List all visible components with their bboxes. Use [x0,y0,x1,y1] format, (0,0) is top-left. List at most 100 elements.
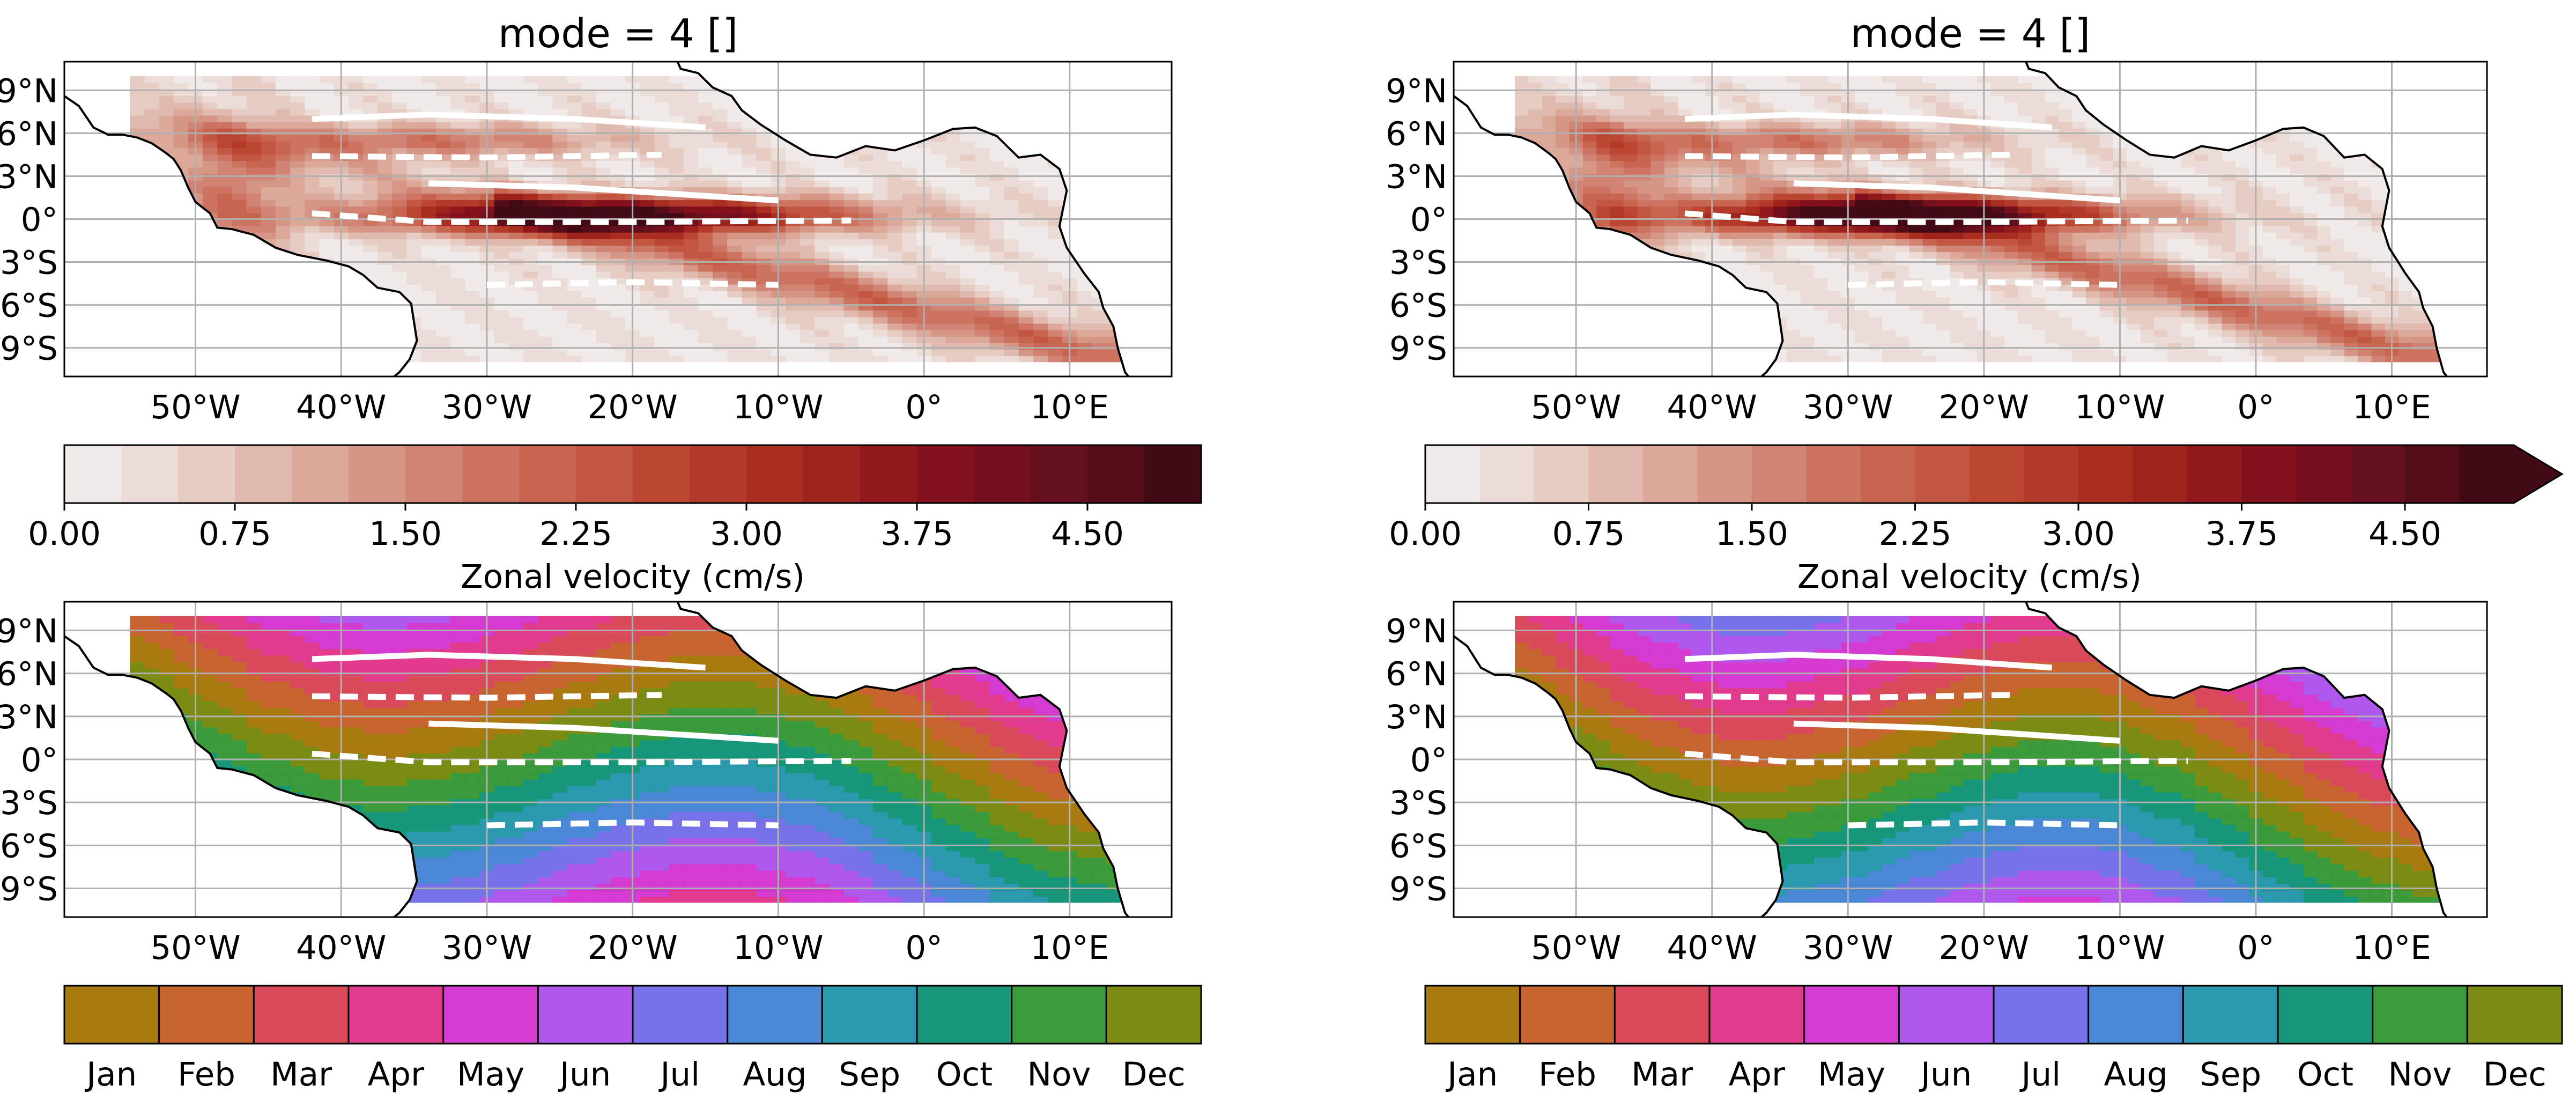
field-cell [1048,329,1063,337]
field-cell [1664,193,1679,201]
field-cell [756,290,772,298]
field-cell [2018,147,2032,155]
field-cell [319,76,335,83]
field-cell [377,134,393,142]
field-cell [1004,245,1019,253]
field-cell [596,193,611,201]
field-cell [581,264,597,272]
field-cell [2059,356,2073,363]
field-cell [348,76,364,83]
field-cell [523,329,539,337]
field-cell [319,245,335,253]
field-cell [610,323,626,330]
field-cell [1033,336,1049,343]
field-cell [319,200,335,207]
field-cell [508,232,524,239]
field-cell [1990,141,2005,149]
field-cell [494,76,509,83]
field-cell [1854,336,1869,343]
field-cell [1936,356,1951,363]
field-cell [815,329,830,337]
field-cell [1909,134,1923,142]
field-cell [1800,121,1815,129]
field-cell [1691,108,1706,116]
field-cell [1882,316,1897,324]
field-cell [567,323,582,330]
field-cell [465,264,480,272]
field-cell [1882,336,1897,343]
field-cell [610,329,626,337]
field-cell [1787,212,1801,220]
field-cell [683,141,699,149]
field-cell [1800,336,1815,343]
field-cell [538,212,553,220]
field-cell [1882,108,1897,116]
field-cell [1800,297,1815,305]
field-cell [843,323,859,330]
y-tick-label: 6°N [0,115,58,153]
field-cell [596,173,611,181]
field-cell [305,102,320,109]
field-cell [1719,252,1733,259]
field-cell [1610,186,1624,194]
field-cell [581,206,597,213]
field-cell [1868,147,1883,155]
field-cell [610,238,626,246]
field-cell [727,212,743,220]
field-cell [217,134,233,142]
field-cell [1896,356,1910,363]
field-cell [567,316,582,324]
field-cell [872,206,889,213]
field-cell [1854,167,1869,174]
field-cell [742,290,757,298]
field-cell [1759,277,1774,285]
field-cell [377,193,393,201]
field-cell [406,193,422,201]
field-cell [494,252,509,259]
field-cell [1691,102,1706,109]
field-cell [1868,212,1883,220]
field-cell [552,264,568,272]
field-cell [1004,252,1019,259]
field-cell [1542,134,1557,142]
field-cell [902,206,917,213]
field-cell [1896,212,1910,220]
field-cell [2031,212,2046,220]
panel-title: mode = 4 [] [498,11,738,57]
field-cell [1854,134,1869,142]
field-cell [713,147,728,155]
field-cell [1091,329,1107,337]
field-cell [1018,225,1034,233]
field-cell [1868,264,1883,272]
field-cell [756,316,772,324]
field-cell [1800,290,1815,298]
field-cell [785,154,801,161]
field-cell [713,349,728,357]
field-cell [1773,121,1788,129]
field-cell [610,76,626,83]
field-cell [1936,225,1951,233]
field-cell [931,180,946,187]
field-cell [1963,193,1978,201]
field-cell [1868,349,1883,357]
field-cell [1813,297,1829,305]
field-cell [640,160,655,168]
field-cell [1637,225,1652,233]
field-cell [1800,349,1815,357]
field-cell [1896,206,1910,213]
field-cell [596,336,611,343]
field-cell [1004,167,1019,174]
field-cell [348,193,364,201]
field-cell [829,297,845,305]
field-cell [1018,290,1034,298]
field-cell [756,271,772,278]
field-cell [843,264,859,272]
field-cell [1610,167,1624,174]
field-cell [261,95,276,103]
field-cell [523,264,539,272]
field-cell [1623,180,1638,187]
field-cell [1650,76,1665,83]
field-cell [1582,154,1597,161]
field-cell [1719,206,1733,213]
field-cell [1868,356,1883,363]
